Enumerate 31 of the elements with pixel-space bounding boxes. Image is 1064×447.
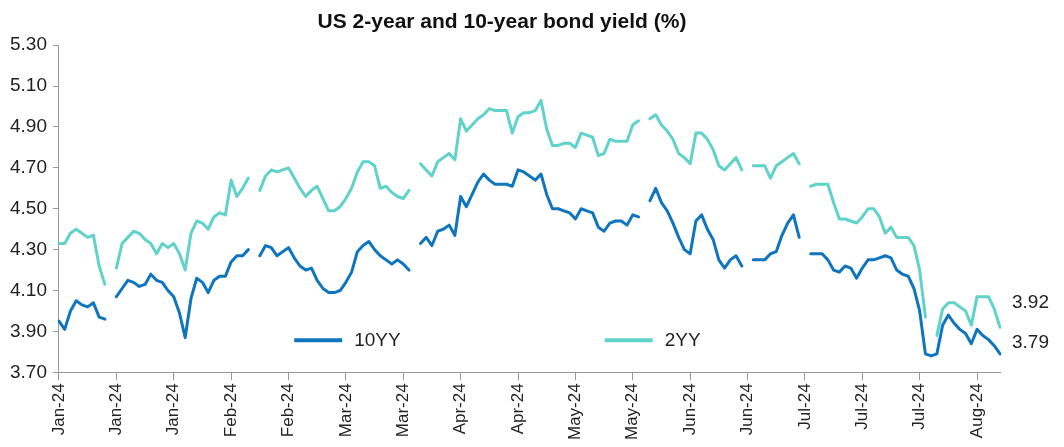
- y-tick-label: 4.90: [10, 115, 47, 137]
- chart-title: US 2-year and 10-year bond yield (%): [317, 9, 687, 33]
- y-tick-label: 4.30: [10, 237, 47, 259]
- y-tick-label: 4.70: [10, 156, 47, 178]
- text: 3.92: [1012, 290, 1049, 312]
- x-tick-label: Jun-24: [737, 383, 757, 436]
- x-tick-label: Apr-24: [507, 383, 527, 435]
- x-tick-label: Jun-24: [679, 383, 699, 436]
- x-tick-label: Jul-24: [909, 383, 929, 430]
- x-tick-label: Jan-24: [48, 383, 68, 436]
- legend-label: 2YY: [664, 328, 702, 350]
- x-tick-label: Jan-24: [163, 383, 183, 436]
- x-tick-label: Mar-24: [335, 383, 355, 438]
- x-tick-label: Aug-24: [966, 383, 986, 439]
- y-tick-label: 3.70: [10, 360, 47, 382]
- y-tick-label: 4.50: [10, 196, 47, 218]
- y-tick-label: 5.30: [10, 33, 47, 55]
- y-tick-label: 3.90: [10, 319, 47, 341]
- x-tick-label: May-24: [622, 383, 642, 440]
- y-tick-label: 5.10: [10, 74, 47, 96]
- x-tick-label: May-24: [565, 383, 585, 440]
- x-tick-label: Jul-24: [851, 383, 871, 430]
- x-tick-label: Jul-24: [794, 383, 814, 430]
- y-tick-label: 4.10: [10, 278, 47, 300]
- x-tick-label: Feb-24: [220, 383, 240, 438]
- x-tick-label: Mar-24: [392, 383, 412, 438]
- x-tick-label: Feb-24: [278, 383, 298, 438]
- x-tick-label: Jan-24: [106, 383, 126, 436]
- legend-label: 10YY: [354, 328, 402, 350]
- x-tick-label: Apr-24: [450, 383, 470, 435]
- text: 3.79: [1012, 330, 1049, 352]
